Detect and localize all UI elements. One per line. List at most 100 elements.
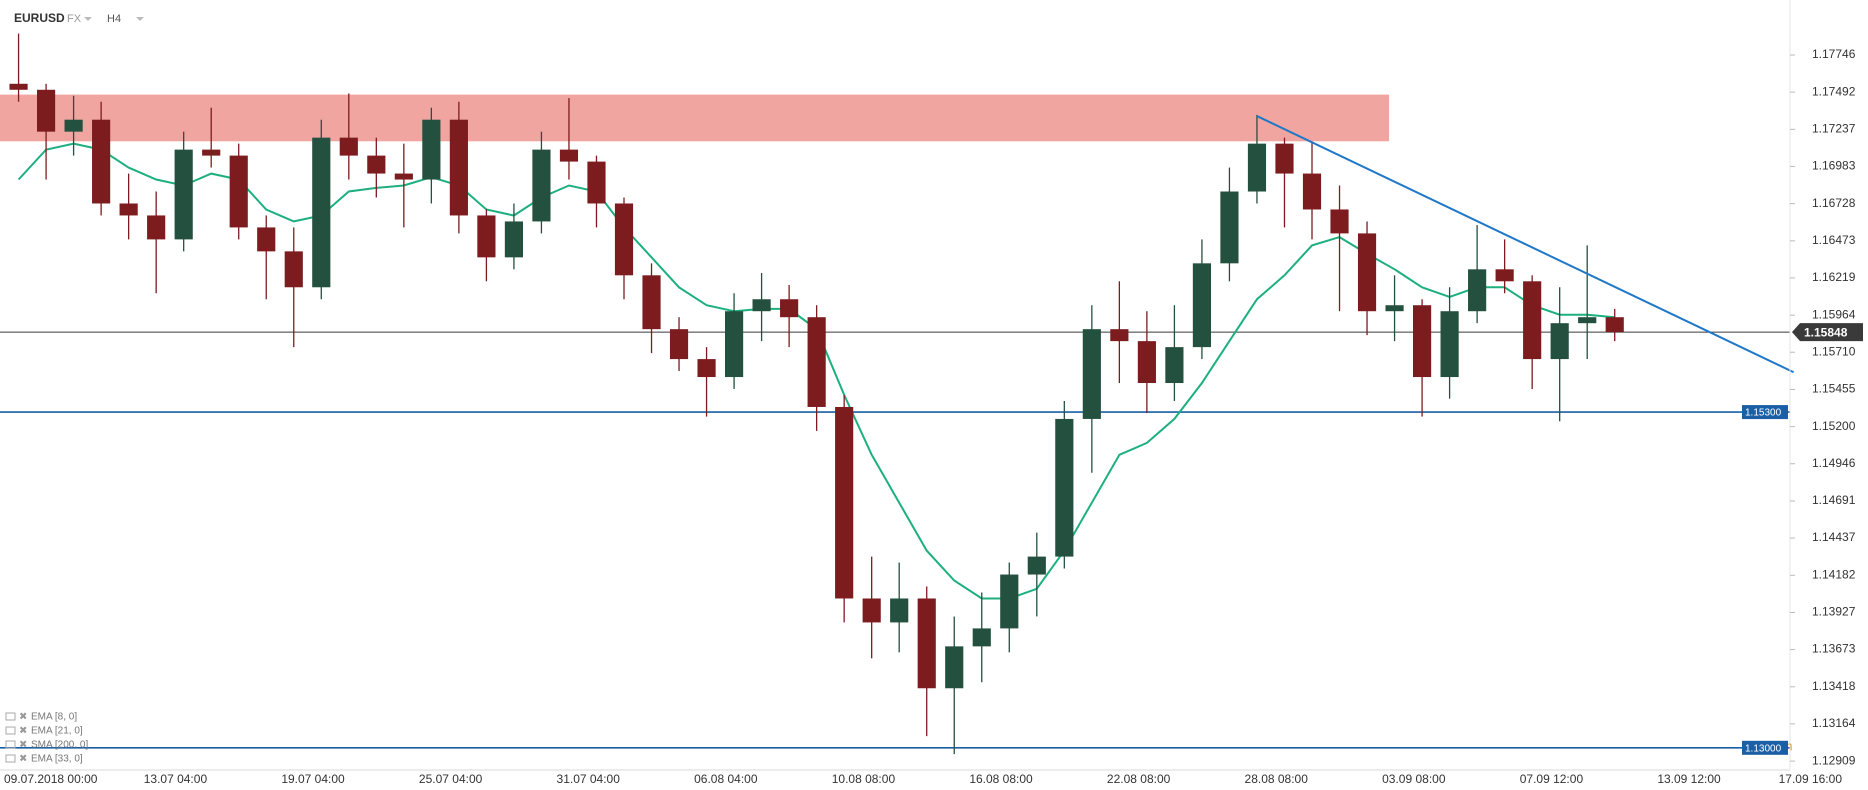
indicator-remove[interactable]: ✖	[19, 726, 27, 737]
price-tag	[1792, 323, 1863, 342]
candle-body	[449, 119, 468, 216]
symbol[interactable]: EURUSD	[14, 11, 65, 25]
indicator-icon[interactable]	[5, 740, 16, 749]
x-tick-label: 09.07.2018 00:00	[4, 772, 98, 786]
dropdown-arrow[interactable]	[84, 17, 92, 21]
candle-body	[614, 203, 634, 276]
candle-body	[862, 598, 881, 623]
x-tick-label: 07.09 12:00	[1520, 772, 1584, 786]
y-tick-label: 1.15200	[1812, 419, 1856, 433]
candle-body	[147, 215, 166, 240]
y-tick-label: 1.17237	[1812, 122, 1856, 136]
y-tick-label: 1.14182	[1812, 567, 1856, 581]
level-tag	[1742, 405, 1788, 420]
candle-body	[807, 317, 826, 407]
candle-body	[559, 149, 579, 162]
candle-body	[642, 275, 661, 330]
y-tick-label: 1.15964	[1812, 307, 1856, 321]
candle-body	[202, 149, 221, 156]
y-tick-label: 1.13164	[1812, 716, 1856, 730]
x-tick-label: 17.09 16:00	[1779, 772, 1843, 786]
candle-body	[1275, 143, 1294, 174]
candle-body	[394, 173, 413, 180]
candle-body	[174, 149, 193, 240]
indicator-legend: ✖ EMA [8, 0] ✖ EMA [21, 0] ✖ SMA [200, 0…	[5, 712, 88, 765]
y-tick-label: 1.14946	[1812, 456, 1856, 470]
candle-body	[477, 215, 496, 258]
trendline	[1256, 115, 1795, 374]
candle-body	[780, 299, 799, 318]
candle-body	[752, 299, 771, 312]
candle-body	[367, 155, 386, 174]
y-tick-label: 1.17746	[1812, 47, 1856, 61]
resistance-zone	[0, 94, 1390, 142]
candle-body	[1165, 347, 1184, 384]
candle-body	[1605, 317, 1624, 333]
x-tick-label: 13.07 04:00	[144, 772, 208, 786]
level-tag-label: 1.13000	[1745, 743, 1782, 754]
indicator-label: EMA [8, 0]	[31, 712, 77, 723]
y-tick-label: 1.13418	[1812, 679, 1856, 693]
candle-body	[1385, 305, 1404, 312]
candle-body	[972, 628, 991, 647]
candle-body	[1137, 341, 1156, 384]
candle-body	[1082, 329, 1101, 419]
candle-body	[339, 137, 358, 156]
candle-body	[1192, 263, 1212, 348]
candle-body	[504, 221, 524, 258]
y-tick-label: 1.13927	[1812, 605, 1856, 619]
x-tick-label: 06.08 04:00	[694, 772, 758, 786]
indicator-icon[interactable]	[5, 712, 16, 721]
y-tick-label: 1.17492	[1812, 84, 1856, 98]
price-tag-label: 1.15848	[1804, 325, 1848, 339]
candle-body	[229, 155, 248, 228]
indicator-remove[interactable]: ✖	[19, 740, 27, 751]
candle-body	[1440, 311, 1459, 378]
x-tick-label: 31.07 04:00	[557, 772, 621, 786]
candle-body	[64, 119, 83, 132]
candle-body	[1468, 269, 1487, 312]
candle-body	[422, 119, 441, 180]
indicator-remove[interactable]: ✖	[19, 754, 27, 765]
candle-body	[9, 83, 28, 90]
indicator-remove[interactable]: ✖	[19, 712, 27, 723]
y-tick-label: 1.16983	[1812, 159, 1856, 173]
candle-body	[1110, 329, 1129, 342]
indicator-label: EMA [21, 0]	[31, 726, 83, 737]
y-tick-label: 1.16473	[1812, 233, 1856, 247]
x-tick-label: 22.08 08:00	[1107, 772, 1171, 786]
candle-body	[587, 161, 606, 204]
indicator-icon[interactable]	[5, 726, 16, 735]
candle-body	[119, 203, 138, 216]
candle-body	[1578, 317, 1597, 324]
candle-body	[1220, 191, 1239, 264]
timeframe[interactable]: H4	[107, 13, 121, 25]
y-tick-label: 1.15710	[1812, 344, 1856, 358]
candle-body	[532, 149, 551, 222]
level-tag-label: 1.15300	[1745, 408, 1782, 419]
candle-body	[1357, 233, 1377, 312]
indicator-label: EMA [33, 0]	[31, 754, 83, 765]
indicator-icon[interactable]	[5, 754, 16, 763]
candle-body	[1027, 556, 1046, 575]
x-tick-label: 25.07 04:00	[419, 772, 483, 786]
candle-body	[1523, 281, 1542, 360]
y-tick-label: 1.13673	[1812, 642, 1856, 656]
candle-body	[1302, 173, 1322, 210]
y-tick-label: 1.14437	[1812, 530, 1856, 544]
candle-body	[917, 598, 936, 689]
candle-body	[1055, 418, 1074, 557]
market[interactable]: FX	[67, 13, 82, 25]
indicator-label: SMA [200, 0]	[31, 740, 88, 751]
plot-area	[0, 33, 1795, 755]
candle-body	[835, 406, 854, 599]
candle-body	[1247, 143, 1267, 192]
candle-body	[697, 359, 716, 378]
dropdown-arrow[interactable]	[136, 17, 144, 21]
y-tick-label: 1.14691	[1812, 493, 1856, 507]
candle-body	[724, 311, 744, 378]
candle-body	[1412, 305, 1432, 378]
candle-body	[1495, 269, 1514, 282]
x-tick-label: 03.09 08:00	[1382, 772, 1446, 786]
